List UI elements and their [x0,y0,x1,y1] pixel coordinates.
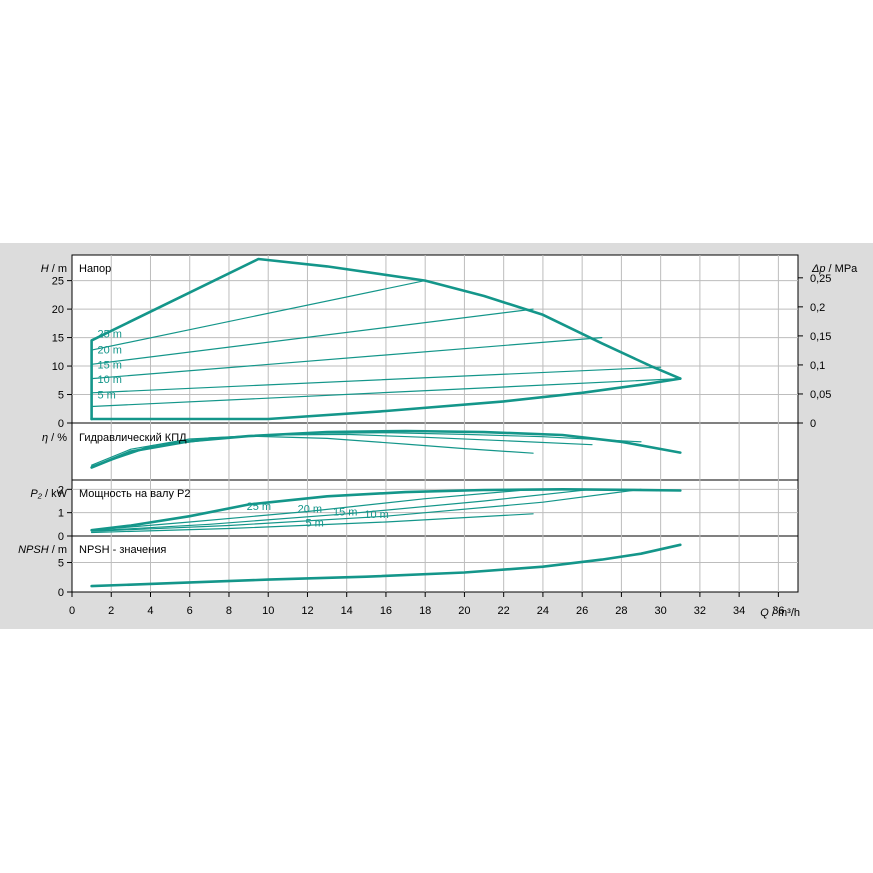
right-y-tick-label: 0,15 [810,331,831,343]
eff-curve [90,433,593,467]
eff-curve [90,435,534,466]
x-tick-label: 20 [458,605,470,617]
x-tick-label: 10 [262,605,274,617]
head-curve [90,377,682,421]
head-curve-label: 5 m [98,390,116,402]
power-curve-label: 15 m [333,506,357,518]
y-tick-label: 10 [52,361,64,373]
x-tick-label: 6 [187,605,193,617]
head-curve [90,257,682,421]
head-curve-label: 10 m [98,374,122,386]
flow-axis-label: Q / m³/h [760,607,800,619]
power-curve [90,488,534,531]
power-curve [90,488,642,532]
y-tick-label: 1 [58,508,64,520]
y-tick-label: 20 [52,304,64,316]
head-curve [90,308,534,365]
x-tick-label: 34 [733,605,745,617]
x-tick-label: 26 [576,605,588,617]
x-tick-label: 32 [694,605,706,617]
curve-layer [90,257,682,588]
head-panel-title: Напор [79,263,111,275]
head-curve-label: 25 m [98,329,122,341]
npsh-axis-label: NPSH / m [18,544,67,556]
x-tick-label: 24 [537,605,549,617]
x-tick-label: 4 [147,605,153,617]
efficiency-panel-title: Гидравлический КПД [79,432,187,444]
efficiency-axis-label: η / % [42,432,67,444]
right-y-tick-label: 0,25 [810,273,831,285]
x-tick-label: 36 [772,605,784,617]
head-curve [90,280,426,351]
grid-layer [67,255,803,597]
pressure-axis-label: Δp / MPa [811,263,858,275]
head-curve [90,337,603,380]
eff-curve [90,429,682,469]
power-curve-label: 5 m [305,518,323,530]
y-tick-label: 0 [58,531,64,543]
x-tick-label: 16 [380,605,392,617]
x-tick-label: 28 [615,605,627,617]
y-tick-label: 25 [52,276,64,288]
head-curve [90,366,662,394]
power-panel-title: Мощность на валу P2 [79,488,191,500]
right-y-tick-label: 0,05 [810,389,831,401]
y-tick-label: 2 [58,484,64,496]
x-tick-label: 0 [69,605,75,617]
y-tick-label: 5 [58,558,64,570]
power-curve-label: 25 m [247,501,271,513]
y-tick-label: 0 [58,418,64,430]
x-tick-label: 18 [419,605,431,617]
y-tick-label: 15 [52,333,64,345]
y-tick-label: 5 [58,390,64,402]
power-axis-label: P₂ / kW [30,488,67,500]
right-y-tick-label: 0 [810,418,816,430]
power-curve [90,513,534,534]
x-tick-label: 14 [341,605,353,617]
head-curve [90,378,681,408]
y-tick-label: 0 [58,587,64,599]
head-curve-label: 20 m [98,345,122,357]
label-layer: 0 2 4 6 8 10 12 14 16 18 20 22 24 26 28 30 32 34 360510152… [52,273,832,617]
right-y-tick-label: 0,1 [810,360,825,372]
head-axis-label: H / m [41,263,67,275]
x-tick-label: 8 [226,605,232,617]
x-tick-label: 22 [498,605,510,617]
x-tick-label: 2 [108,605,114,617]
head-curve-label: 15 m [98,359,122,371]
x-tick-label: 12 [301,605,313,617]
power-curve-label: 20 m [298,504,322,516]
x-tick-label: 30 [655,605,667,617]
eff-curve [90,432,642,468]
power-curve [90,488,593,532]
npsh-panel-title: NPSH - значения [79,544,166,556]
power-curve-label: 10 m [364,509,388,521]
npsh-curve [90,543,682,588]
right-y-tick-label: 0,2 [810,302,825,314]
